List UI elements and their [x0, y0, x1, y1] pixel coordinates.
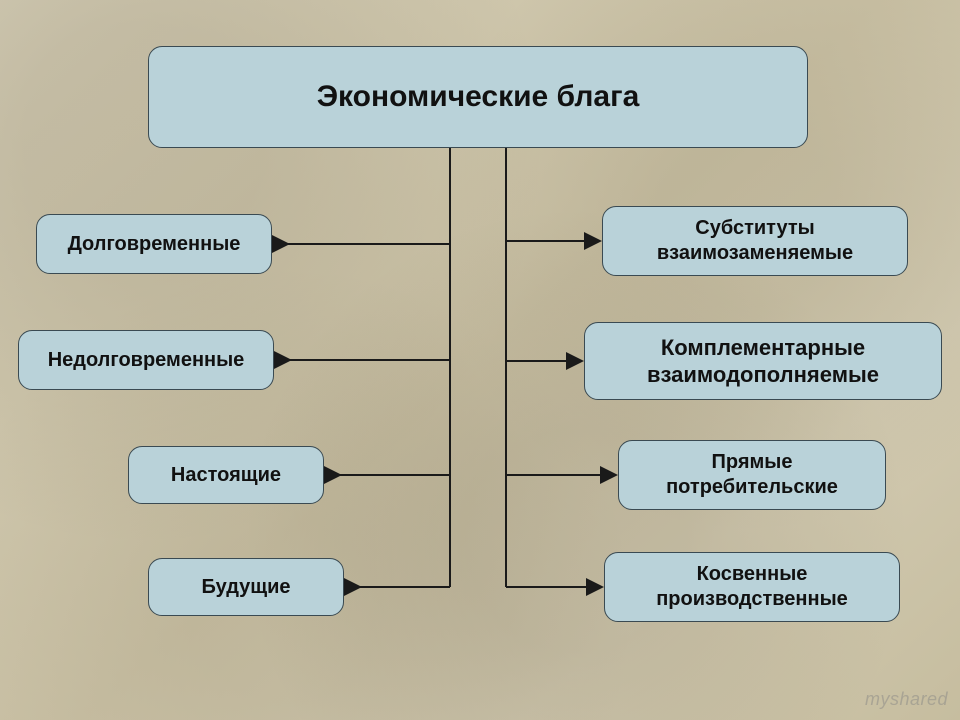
n-long: Долговременные — [36, 214, 272, 274]
n-indirect: Косвенные производственные — [604, 552, 900, 622]
n-present: Настоящие — [128, 446, 324, 504]
n-future: Будущие — [148, 558, 344, 616]
title-node: Экономические блага — [148, 46, 808, 148]
n-compl: Комплементарные взаимодополняемые — [584, 322, 942, 400]
n-direct: Прямые потребительские — [618, 440, 886, 510]
n-short: Недолговременные — [18, 330, 274, 390]
n-subst: Субституты взаимозаменяемые — [602, 206, 908, 276]
watermark: myshared — [865, 689, 948, 710]
